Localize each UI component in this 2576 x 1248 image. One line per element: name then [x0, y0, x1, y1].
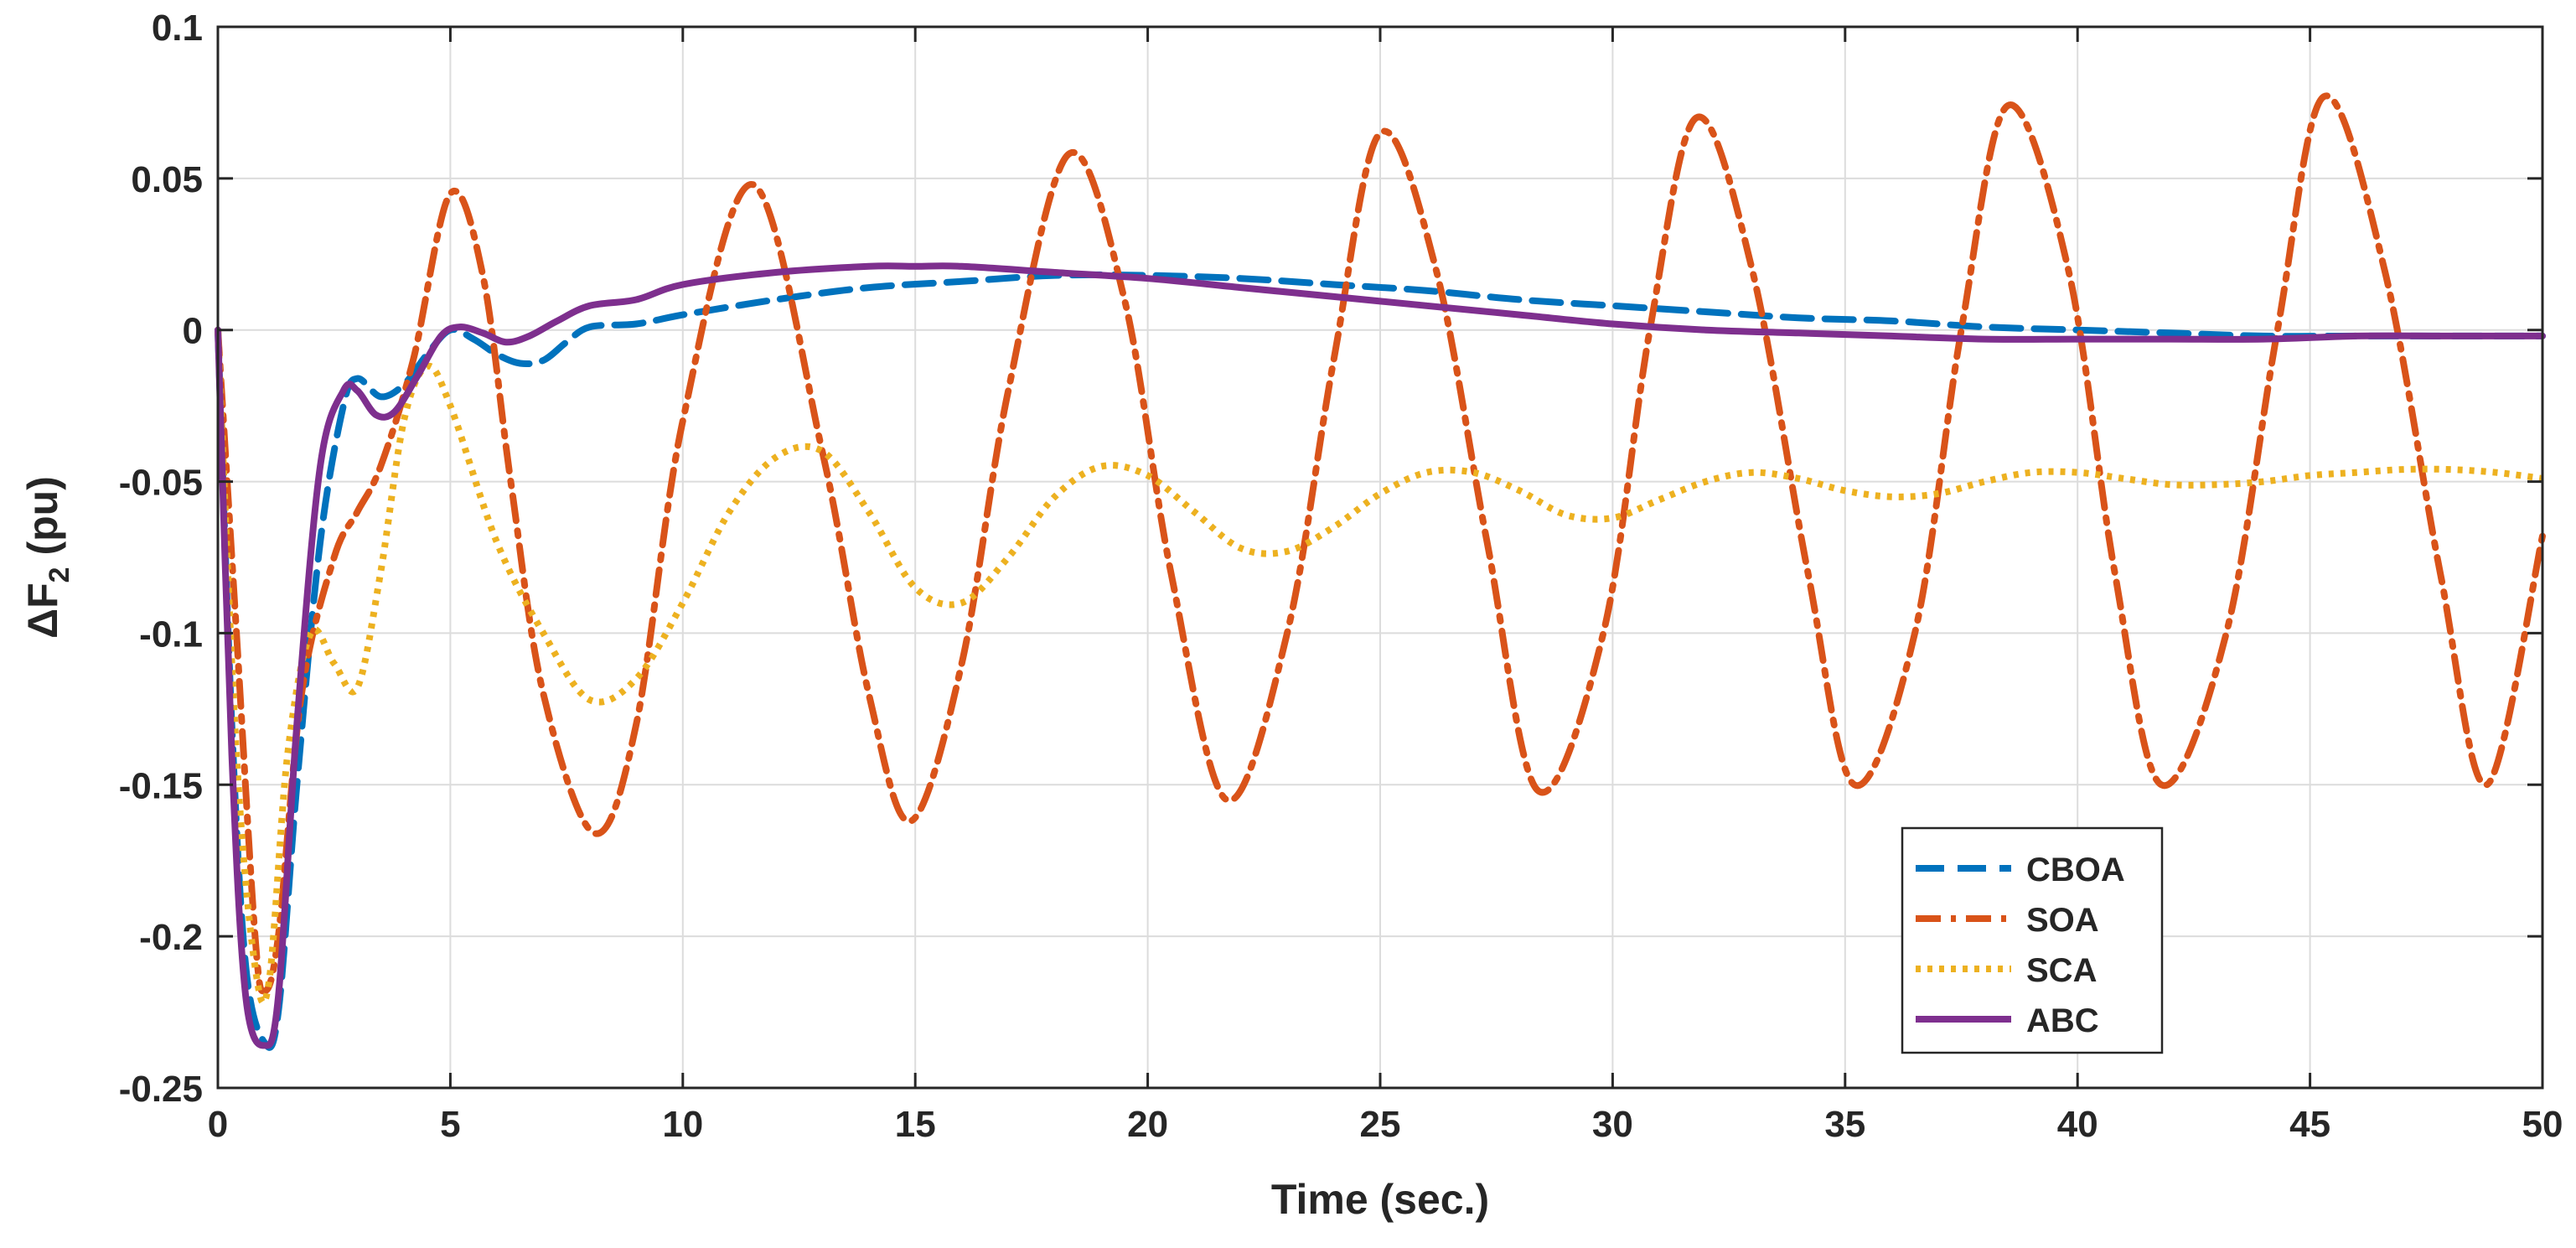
y-tick-label: -0.25: [119, 1069, 203, 1110]
x-tick-label: 20: [1127, 1104, 1168, 1145]
ticks: 0 5 10 15 20 25 30 35 40 45 50 -0.25 -0.2 -0.15 -0.1 -0…: [119, 8, 2563, 1145]
y-axis-label-unit: (pu): [19, 476, 66, 567]
y-tick-label: -0.2: [139, 917, 203, 958]
x-tick-label: 10: [662, 1104, 703, 1145]
x-tick-label: 45: [2289, 1104, 2330, 1145]
legend-box: [1901, 826, 2164, 1054]
x-tick-label: 40: [2057, 1104, 2098, 1145]
y-axis-label: ΔF2 (pu): [19, 476, 75, 639]
legend-label-soa: SOA: [2026, 902, 2099, 939]
x-tick-label: 25: [1360, 1104, 1401, 1145]
series-group: [215, 92, 2546, 1051]
x-tick-label: 15: [895, 1104, 936, 1145]
y-axis-label-subscript: 2: [44, 567, 75, 583]
y-axis-label-main: ΔF: [19, 583, 66, 638]
legend-label-abc: ABC: [2026, 1002, 2099, 1039]
y-tick-label: 0: [183, 311, 203, 352]
legend-label-sca: SCA: [2026, 952, 2097, 989]
legend-label-cboa: CBOA: [2026, 852, 2125, 888]
series-line-soa: [215, 92, 2546, 995]
x-axis-label: Time (sec.): [1271, 1176, 1489, 1223]
y-tick-label: -0.15: [119, 765, 203, 806]
x-tick-label: 35: [1824, 1104, 1865, 1145]
legend: CBOA SOA SCA ABC: [1901, 826, 2164, 1054]
series-line-abc: [215, 262, 2546, 1049]
y-tick-label: -0.05: [119, 463, 203, 504]
x-tick-label: 5: [440, 1104, 460, 1145]
x-tick-label: 30: [1592, 1104, 1633, 1145]
y-tick-label: 0.1: [152, 8, 203, 49]
y-tick-label: -0.1: [139, 614, 203, 655]
x-tick-label: 0: [208, 1104, 228, 1145]
x-tick-label: 50: [2522, 1104, 2563, 1145]
series-line-sca: [215, 329, 2543, 1007]
y-tick-label: 0.05: [131, 159, 203, 200]
